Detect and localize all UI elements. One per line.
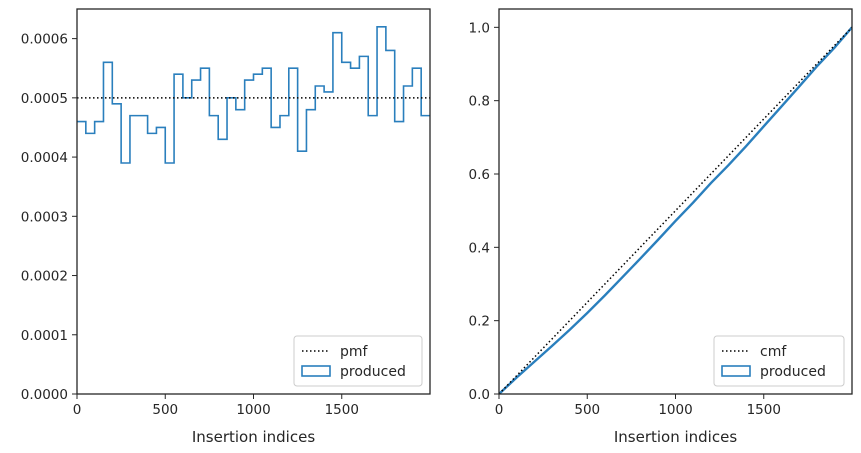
y-tick-label: 1.0 bbox=[469, 20, 490, 36]
y-tick-label: 0.0005 bbox=[21, 91, 68, 107]
x-tick-label: 1500 bbox=[325, 402, 359, 418]
pmf-legend: pmf produced bbox=[293, 335, 423, 387]
cmf-x-axis-label: Insertion indices bbox=[614, 428, 737, 446]
y-tick-label: 0.8 bbox=[469, 94, 490, 110]
cmf-ticks: 0 500 1000 1500 0.0 0.2 0.4 0.6 0.8 1.0 bbox=[469, 20, 781, 418]
cmf-legend-box bbox=[713, 335, 845, 387]
pmf-ticks: 0 500 1000 1500 0.0000 0.0001 0.0002 0.0003 0.00… bbox=[21, 32, 359, 418]
legend-pmf-label: pmf bbox=[340, 344, 369, 360]
y-tick-label: 0.0003 bbox=[21, 209, 68, 225]
pmf-plot-area bbox=[77, 25, 430, 164]
pmf-legend-box bbox=[293, 335, 423, 387]
y-tick-label: 0.4 bbox=[469, 240, 490, 256]
y-tick-label: 0.6 bbox=[469, 167, 490, 183]
y-tick-label: 0.2 bbox=[469, 314, 490, 330]
pmf-chart: 0 500 1000 1500 0.0000 0.0001 0.0002 0.0003 0.00… bbox=[21, 8, 431, 446]
cmf-produced-series bbox=[499, 26, 852, 394]
legend-produced-patch-icon bbox=[301, 365, 331, 377]
x-tick-label: 500 bbox=[574, 402, 600, 418]
legend-cmf-label: cmf bbox=[760, 344, 787, 360]
y-tick-label: 0.0004 bbox=[21, 150, 68, 166]
cmf-axes-frame bbox=[498, 8, 853, 395]
legend-produced-patch-icon bbox=[721, 365, 751, 377]
cmf-plot-area bbox=[499, 26, 852, 394]
x-tick-label: 0 bbox=[73, 402, 82, 418]
y-tick-label: 0.0002 bbox=[21, 269, 68, 285]
y-tick-label: 0.0000 bbox=[21, 387, 68, 403]
legend-produced-label: produced bbox=[760, 364, 826, 380]
x-tick-label: 500 bbox=[152, 402, 178, 418]
y-tick-label: 0.0 bbox=[469, 387, 490, 403]
y-tick-label: 0.0001 bbox=[21, 328, 68, 344]
x-tick-label: 1000 bbox=[658, 402, 692, 418]
cmf-reference-line bbox=[499, 26, 852, 394]
cmf-legend: cmf produced bbox=[713, 335, 845, 387]
x-tick-label: 1000 bbox=[236, 402, 270, 418]
x-tick-label: 0 bbox=[495, 402, 504, 418]
legend-produced-label: produced bbox=[340, 364, 406, 380]
pmf-x-axis-label: Insertion indices bbox=[192, 428, 315, 446]
pmf-produced-series bbox=[77, 25, 430, 164]
x-tick-label: 1500 bbox=[747, 402, 781, 418]
pmf-axes-frame bbox=[76, 8, 431, 395]
cmf-chart: 0 500 1000 1500 0.0 0.2 0.4 0.6 0.8 1.0 Insertion… bbox=[469, 8, 853, 446]
y-tick-label: 0.0006 bbox=[21, 32, 68, 48]
